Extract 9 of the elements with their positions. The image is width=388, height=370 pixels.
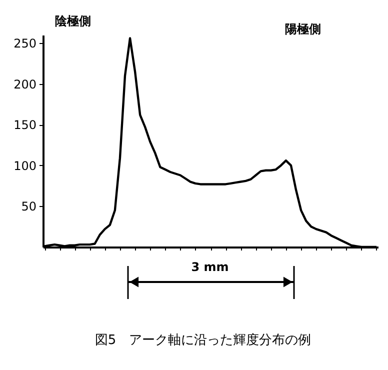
text: 図5 アーク軸に沿った輝度分布の例 <box>94 332 312 348</box>
y-tick-label: 200 <box>14 77 36 92</box>
y-tick-label: 50 <box>21 200 36 214</box>
y-tick-label: 100 <box>14 158 36 173</box>
text: 陰極側 <box>55 14 91 28</box>
annotation: 陽極側 <box>285 22 321 36</box>
y-tick-label: 250 <box>14 36 36 51</box>
text: 3 mm <box>191 260 229 274</box>
y-tick-label: 150 <box>14 118 36 132</box>
